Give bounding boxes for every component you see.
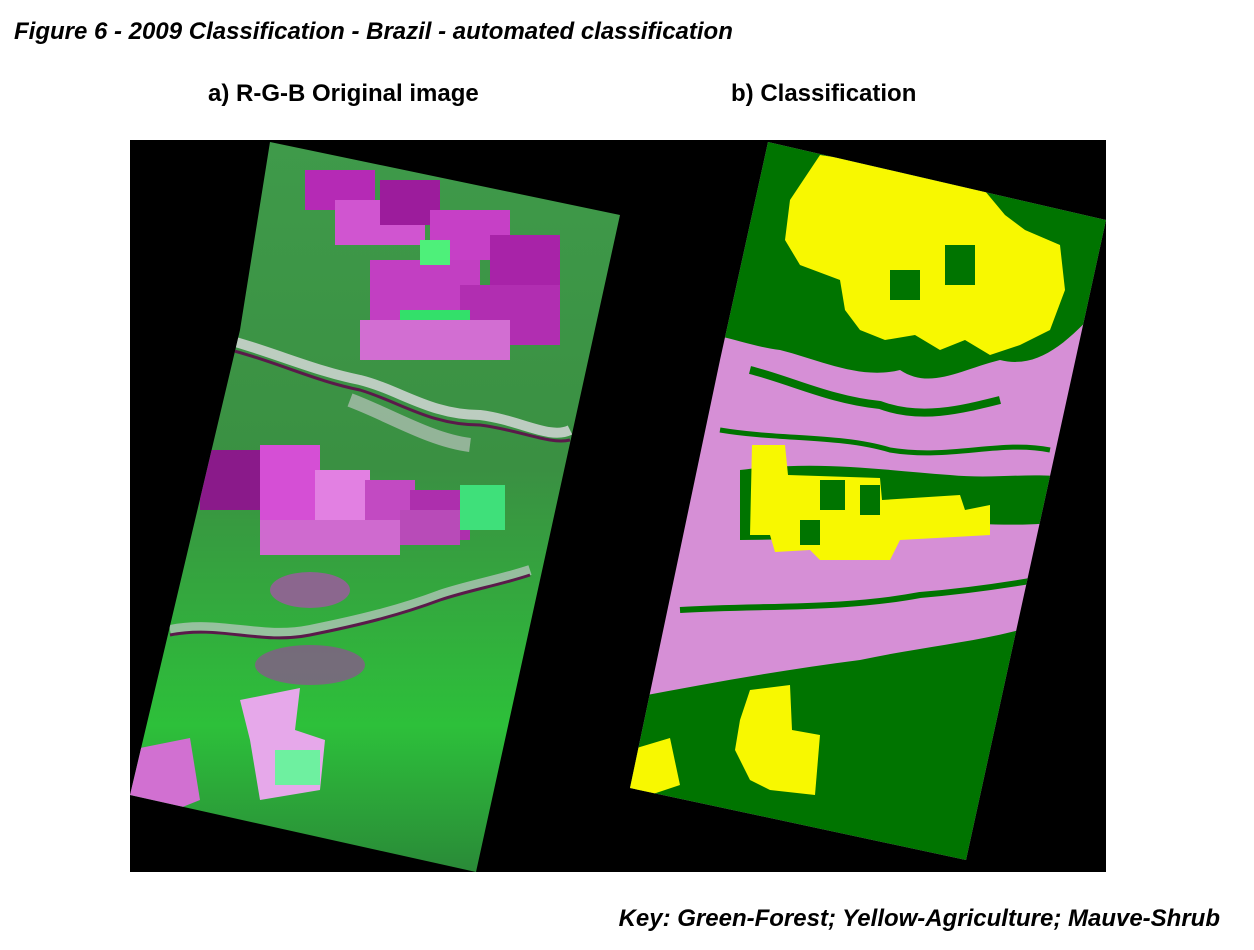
panel-b-caption: b) Classification [731, 80, 917, 107]
legend-key: Key: Green-Forest; Yellow-Agriculture; M… [618, 905, 1220, 932]
classification-map [620, 140, 1106, 872]
rgb-original-image [130, 140, 620, 872]
rgb-image-graphic [130, 142, 620, 872]
panel-a-caption: a) R-G-B Original image [208, 80, 479, 107]
classification-graphic [630, 142, 1106, 860]
figure-title: Figure 6 - 2009 Classification - Brazil … [14, 18, 733, 45]
